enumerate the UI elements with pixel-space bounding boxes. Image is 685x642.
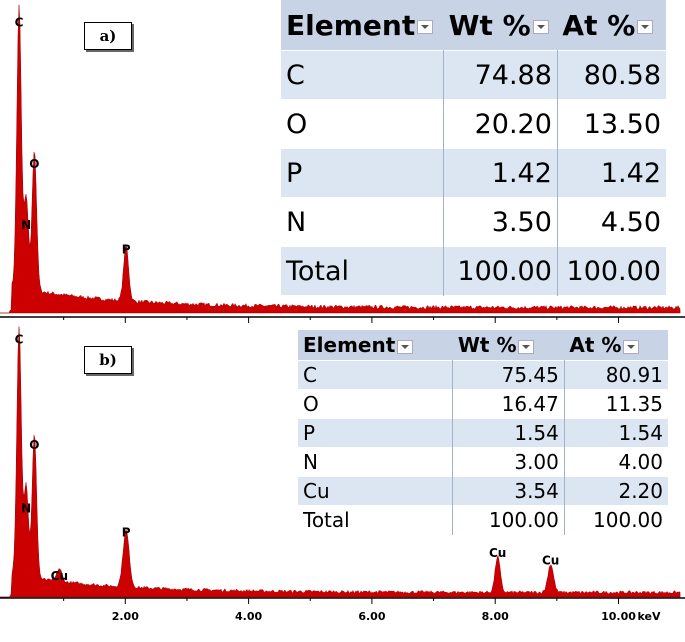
wt-cell: 20.20 — [443, 99, 558, 149]
peak-label: C — [15, 333, 24, 347]
header-element[interactable]: Element — [281, 0, 444, 51]
spectrum-trace — [0, 4, 681, 314]
at-cell: 100.00 — [557, 246, 666, 296]
element-cell: C — [298, 360, 454, 390]
at-cell: 4.50 — [557, 197, 666, 247]
element-cell: Cu — [298, 476, 454, 506]
at-cell: 1.54 — [564, 418, 668, 448]
panel-b-label: b) — [84, 346, 132, 374]
filter-dropdown-icon[interactable] — [417, 19, 434, 34]
peak-label: P — [122, 525, 131, 539]
wt-cell: 3.00 — [452, 447, 565, 477]
composition-table-a: Element Wt % At % C 74.88 80.58 O 20.20 13.5… — [281, 0, 666, 296]
peak-label: O — [29, 438, 39, 452]
at-cell: 100.00 — [564, 505, 668, 535]
at-cell: 80.58 — [557, 50, 666, 100]
panel-a-label: a) — [84, 22, 132, 50]
wt-cell: 1.42 — [443, 148, 558, 198]
at-cell: 13.50 — [557, 99, 666, 149]
peak-label: Cu — [542, 554, 559, 568]
table-row: N 3.00 4.00 — [298, 447, 668, 477]
wt-cell: 3.50 — [443, 197, 558, 247]
element-cell: O — [281, 99, 445, 149]
at-cell: 2.20 — [564, 476, 668, 506]
table-row: C 74.88 80.58 — [281, 50, 666, 100]
x-axis-unit: keV — [638, 610, 661, 623]
x-tick-label: 6.00 — [358, 610, 385, 623]
at-cell: 1.42 — [557, 148, 666, 198]
peak-label: P — [122, 243, 131, 257]
x-tick-label: 10.00 — [601, 610, 636, 623]
wt-cell: 100.00 — [443, 246, 558, 296]
at-cell: 80.91 — [564, 360, 668, 390]
table-row: P 1.42 1.42 — [281, 148, 666, 198]
at-cell: 11.35 — [564, 389, 668, 419]
peak-label: N — [21, 218, 31, 232]
filter-dropdown-icon[interactable] — [623, 339, 640, 354]
wt-cell: 3.54 — [452, 476, 565, 506]
wt-cell: 74.88 — [443, 50, 558, 100]
filter-dropdown-icon[interactable] — [637, 19, 654, 34]
header-wt[interactable]: Wt % — [443, 0, 558, 51]
table-header-row: Element Wt % At % — [281, 0, 666, 51]
header-element[interactable]: Element — [298, 330, 453, 361]
element-cell: N — [298, 447, 454, 477]
element-cell: Total — [281, 246, 445, 296]
table-row: Cu 3.54 2.20 — [298, 476, 668, 506]
composition-table-b: Element Wt % At % C 75.45 80.91 O 16.47 11.3… — [298, 330, 668, 535]
element-cell: Total — [298, 505, 454, 535]
header-at[interactable]: At % — [564, 330, 668, 361]
table-row: N 3.50 4.50 — [281, 197, 666, 247]
x-tick-label: 4.00 — [235, 610, 262, 623]
table-row: Total 100.00 100.00 — [281, 246, 666, 296]
header-wt[interactable]: Wt % — [452, 330, 565, 361]
peak-label: O — [29, 157, 39, 171]
x-tick-label: 8.00 — [482, 610, 509, 623]
filter-dropdown-icon[interactable] — [518, 339, 535, 354]
wt-cell: 75.45 — [452, 360, 565, 390]
wt-cell: 100.00 — [452, 505, 565, 535]
peak-label: N — [21, 501, 31, 515]
peak-label: C — [15, 16, 24, 30]
element-cell: N — [281, 197, 445, 247]
filter-dropdown-icon[interactable] — [532, 19, 549, 34]
table-row: P 1.54 1.54 — [298, 418, 668, 448]
element-cell: O — [298, 389, 454, 419]
wt-cell: 1.54 — [452, 418, 565, 448]
filter-dropdown-icon[interactable] — [397, 339, 414, 354]
table-row: C 75.45 80.91 — [298, 360, 668, 390]
element-cell: C — [281, 50, 445, 100]
spectrum-trace — [0, 326, 681, 598]
table-header-row: Element Wt % At % — [298, 330, 668, 361]
wt-cell: 16.47 — [452, 389, 565, 419]
peak-label: Cu — [489, 546, 506, 560]
table-row: O 16.47 11.35 — [298, 389, 668, 419]
element-cell: P — [281, 148, 445, 198]
header-at[interactable]: At % — [557, 0, 666, 51]
x-tick-label: 2.00 — [112, 610, 139, 623]
table-row: O 20.20 13.50 — [281, 99, 666, 149]
table-row: Total 100.00 100.00 — [298, 505, 668, 535]
element-cell: P — [298, 418, 454, 448]
at-cell: 4.00 — [564, 447, 668, 477]
peak-label: Cu — [51, 569, 68, 583]
